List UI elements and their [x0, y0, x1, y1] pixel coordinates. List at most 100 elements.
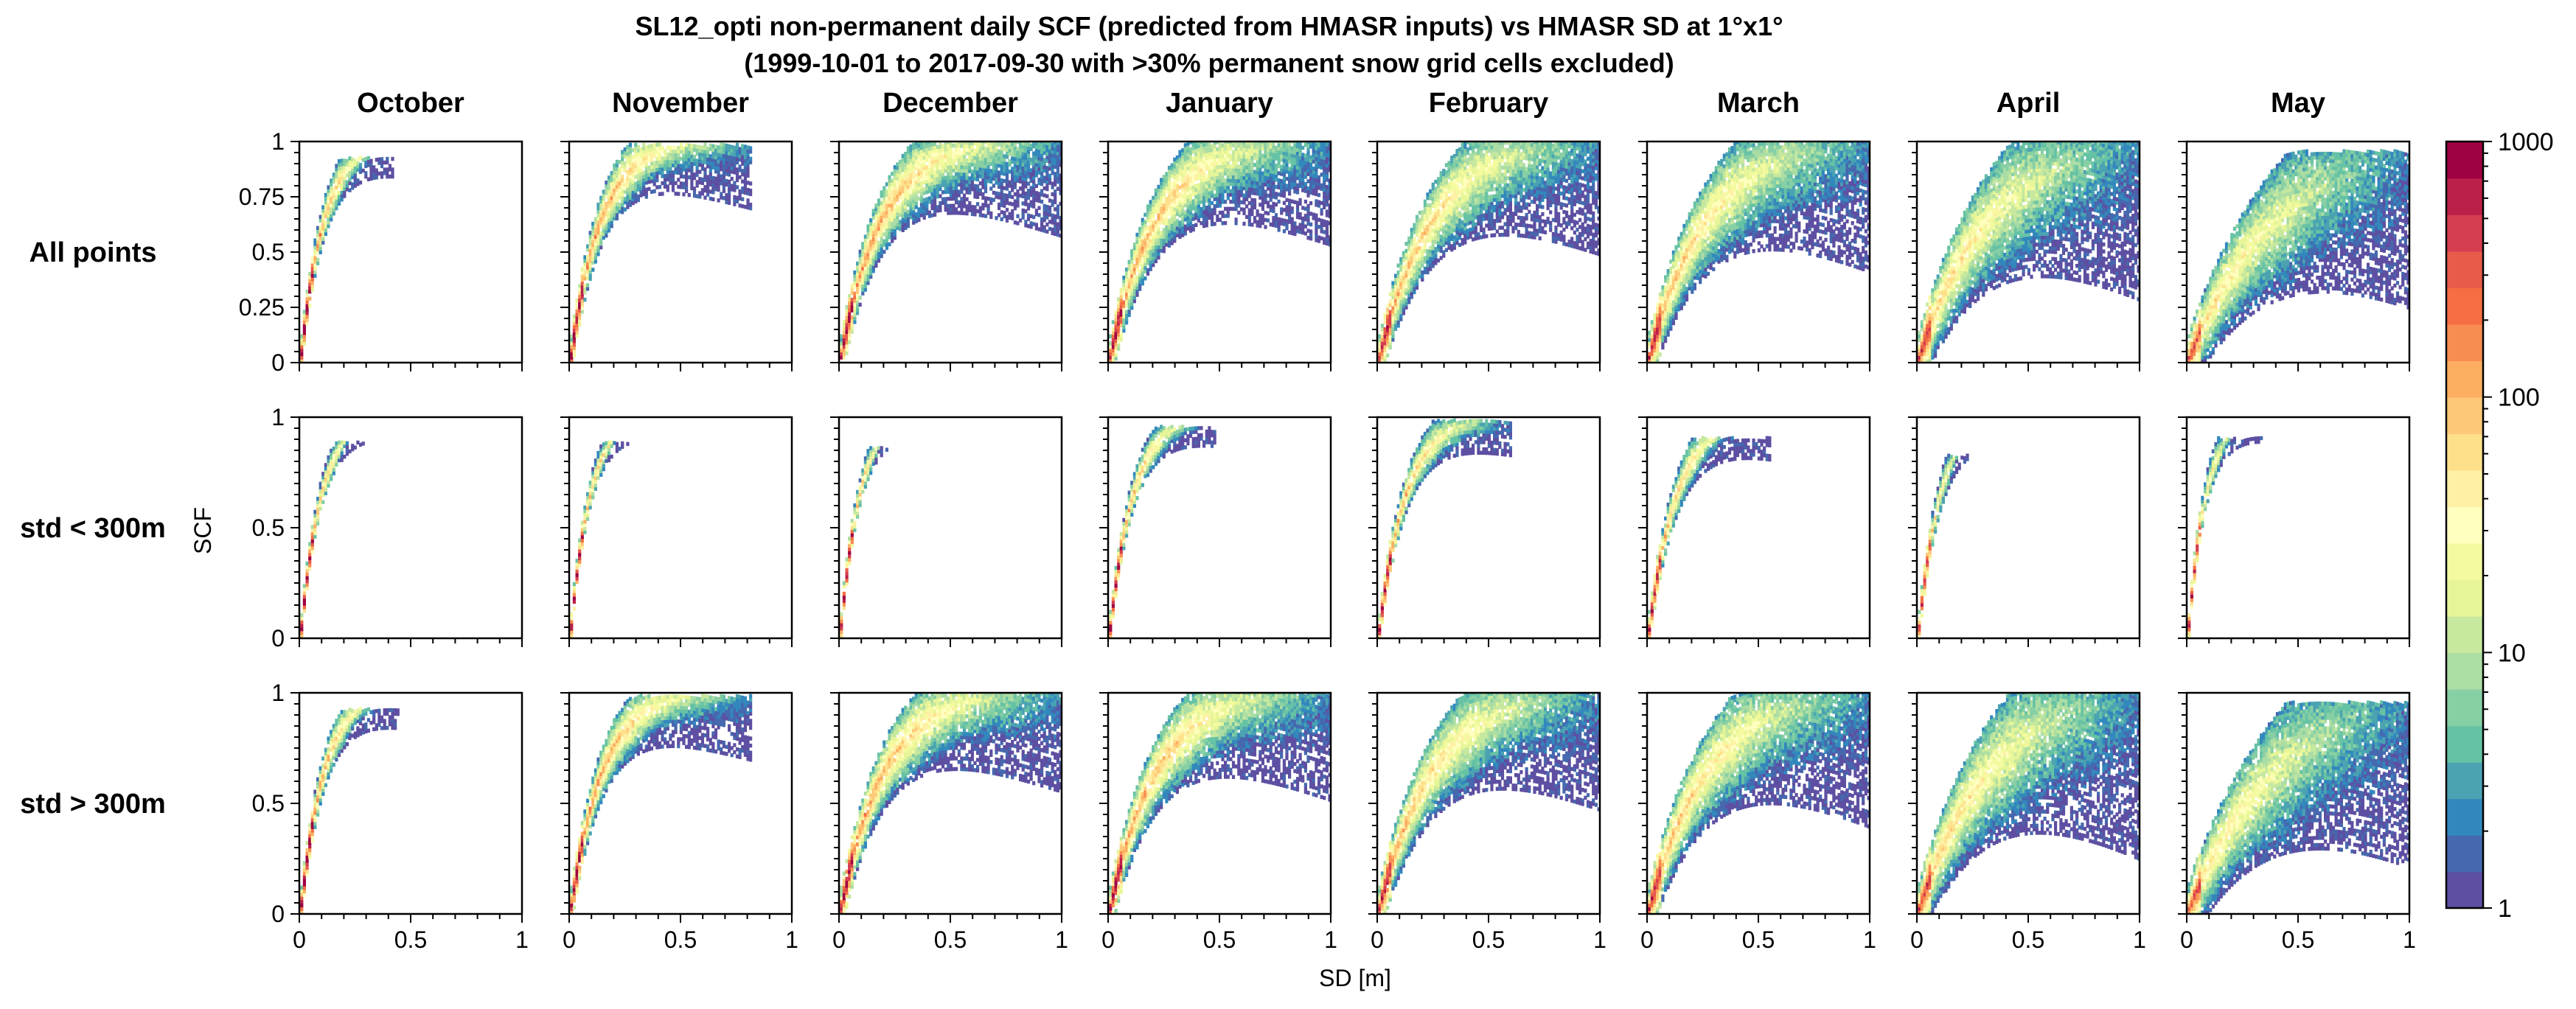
colorbar-segment	[2446, 761, 2483, 800]
x-tick-label: 0.5	[2282, 926, 2314, 953]
colorbar-segment	[2446, 397, 2483, 434]
x-tick-label: 1	[1055, 926, 1068, 953]
panel-1-november	[560, 140, 793, 371]
heatmap-cells	[1918, 142, 2140, 363]
colorbar-tick-label: 10	[2498, 639, 2526, 667]
x-tick-label: 0	[1371, 926, 1384, 953]
colorbar-segment	[2446, 360, 2483, 398]
row-headers: All points std < 300m std > 300m	[20, 237, 166, 820]
heatmap-cells	[570, 694, 753, 914]
x-tick-label: 0.5	[934, 926, 967, 953]
panel-3-march: 0 0.5 1	[1638, 691, 1876, 953]
y-tick-label: 0.5	[252, 514, 285, 541]
colorbar-segment	[2446, 433, 2483, 471]
heatmap-cells	[1918, 453, 1969, 638]
y-tick-label: 0.75	[239, 184, 285, 210]
panel-1-may	[2178, 140, 2411, 371]
colorbar-segment	[2446, 324, 2483, 361]
colorbar-segment	[2446, 142, 2483, 179]
heatmap-cells	[570, 440, 630, 638]
column-header-december: December	[883, 88, 1018, 119]
colorbar-tick-label: 1	[2498, 895, 2512, 923]
panel-3-may: 0 0.5 1	[2178, 691, 2416, 953]
row-header-3: std > 300m	[20, 789, 166, 820]
x-tick-label: 1	[2133, 926, 2146, 953]
y-tick-label: 0	[271, 901, 285, 927]
y-tick-label: 1	[271, 404, 285, 430]
heatmap-cells	[1109, 425, 1216, 638]
heatmap-cells	[1648, 693, 1870, 914]
panel-1-october: 0 0.25 0.5 0.75 1	[239, 128, 523, 376]
row-header-2: std < 300m	[20, 513, 166, 544]
panel-2-october: 00.51	[252, 404, 523, 652]
panel-3-april: 0 0.5 1	[1908, 691, 2146, 953]
heatmap-cells	[1109, 693, 1331, 914]
heatmap-cells	[300, 156, 394, 363]
heatmap-cells	[2187, 436, 2263, 638]
panel-1-march	[1638, 140, 1871, 371]
colorbar-segment	[2446, 834, 2483, 873]
y-tick-label: 0	[271, 625, 285, 652]
panel-3-november: 0 0.5 1	[560, 691, 798, 953]
column-header-april: April	[1997, 88, 2061, 119]
x-tick-label: 0.5	[1203, 926, 1236, 953]
x-tick-label: 1	[1863, 926, 1876, 953]
column-header-february: February	[1429, 88, 1549, 119]
x-tick-label: 0.5	[394, 926, 427, 953]
column-headers: October November December January February Ma…	[357, 88, 2325, 119]
x-tick-label: 1	[1324, 926, 1337, 953]
x-tick-label: 1	[515, 926, 529, 953]
colorbar-segment	[2446, 287, 2483, 325]
x-tick-label: 1	[1593, 926, 1606, 953]
panel-1-december	[830, 140, 1063, 371]
heatmap-cells	[570, 142, 753, 363]
heatmap-cells	[1378, 142, 1600, 363]
heatmap-cells	[2187, 149, 2409, 363]
x-tick-label: 0	[1910, 926, 1924, 953]
panel-2-march	[1638, 416, 1871, 647]
column-header-may: May	[2271, 88, 2325, 119]
x-tick-label: 0	[1640, 926, 1654, 953]
colorbar-segment	[2446, 178, 2483, 215]
colorbar-segment	[2446, 725, 2483, 763]
heatmap-cells	[840, 693, 1062, 914]
panel-1-april	[1908, 140, 2141, 371]
y-tick-label: 0.5	[252, 790, 285, 817]
colorbar-segment	[2446, 251, 2483, 288]
chart-title-line1: SL12_opti non-permanent daily SCF (predi…	[636, 11, 1783, 41]
column-header-march: March	[1717, 88, 1800, 119]
x-tick-label: 0.5	[1742, 926, 1775, 953]
panel-1-january	[1099, 140, 1332, 371]
column-header-january: January	[1166, 88, 1273, 119]
colorbar-segment	[2446, 688, 2483, 727]
colorbar-segment	[2446, 871, 2483, 909]
y-tick-label: 1	[271, 680, 285, 706]
y-tick-label: 0	[271, 349, 285, 376]
column-header-november: November	[612, 88, 749, 119]
panel-2-february	[1368, 416, 1601, 647]
colorbar-segment	[2446, 652, 2483, 690]
heatmap-cells	[1648, 436, 1772, 638]
y-tick-label: 0.25	[239, 294, 285, 321]
panel-3-december: 0 0.5 1	[830, 691, 1068, 953]
colorbar-segment	[2446, 214, 2483, 252]
heatmap-cells	[300, 707, 400, 914]
colorbar-segment	[2446, 542, 2483, 581]
x-tick-label: 0.5	[2012, 926, 2044, 953]
panel-3-october: 0 0.5 1 0 0.5 1	[252, 680, 529, 953]
heatmap-cells	[1109, 142, 1331, 363]
x-tick-label: 0	[293, 926, 306, 953]
colorbar-tick-label: 1000	[2498, 128, 2554, 156]
y-tick-label: 0.5	[252, 239, 285, 265]
y-tick-label: 1	[271, 128, 285, 155]
panel-2-november	[560, 416, 793, 647]
chart-title-line2: (1999-10-01 to 2017-09-30 with >30% perm…	[744, 48, 1674, 78]
panel-3-january: 0 0.5 1	[1099, 691, 1337, 953]
heatmap-cells	[300, 440, 365, 638]
y-axis-label: SCF	[189, 507, 216, 554]
panel-2-april	[1908, 416, 2141, 647]
x-tick-label: 0	[2180, 926, 2193, 953]
colorbar-segment	[2446, 579, 2483, 617]
colorbar-segment	[2446, 506, 2483, 544]
x-tick-label: 0	[1101, 926, 1115, 953]
